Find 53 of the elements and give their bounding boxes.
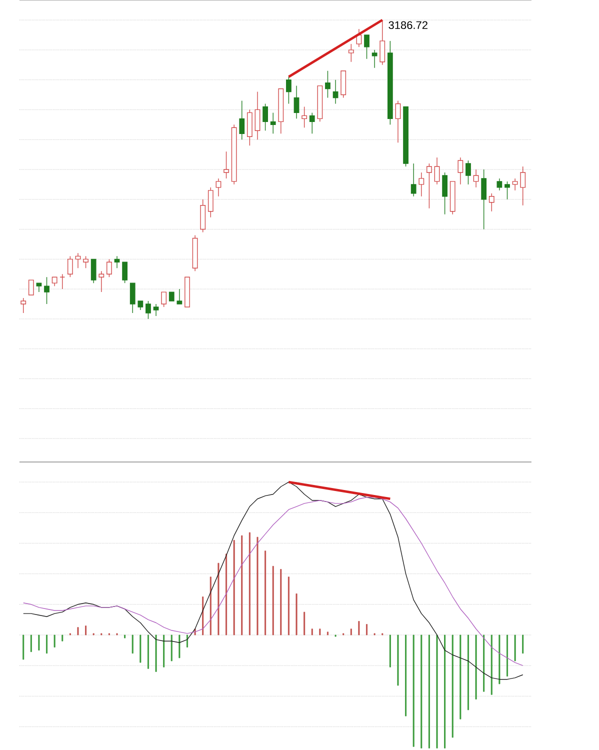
candlestick [410,163,416,197]
candlestick [145,300,151,320]
candlestick [122,262,128,284]
candlestick [434,157,440,185]
candlestick [160,292,166,308]
candlestick [488,193,494,212]
candlestick [340,70,346,98]
candlestick [364,34,370,60]
candlestick [442,172,448,215]
candlestick [59,274,65,290]
annotation: 3186.72 [388,21,428,30]
candlestick [67,256,73,278]
candlestick [20,298,26,314]
candlestick [426,163,432,209]
candlestick [286,76,292,104]
candlestick [153,304,159,316]
candlestick [130,282,136,314]
candlestick [379,20,385,66]
candlestick [418,172,424,197]
candlestick [208,187,214,218]
candlestick [114,256,120,268]
candlestick [106,258,112,278]
candlestick [512,178,518,191]
candlestick [75,252,80,268]
candlestick [496,178,502,191]
candlestick [480,169,486,230]
candlestick [324,70,330,98]
candlestick [28,280,34,296]
candlestick [395,100,400,143]
candlestick [301,106,307,128]
candlestick [254,91,260,140]
candlestick [504,181,510,200]
candlestick [98,270,104,292]
candlestick [246,109,252,146]
candlestick [372,50,378,68]
candlestick [520,166,526,206]
candlestick [176,288,182,304]
candlestick [332,79,338,104]
candlestick [473,169,479,188]
candlestick [348,44,354,62]
candlestick [90,258,96,284]
candlestick [458,157,463,185]
candlestick [223,151,229,179]
candlestick [238,100,244,140]
candlestick [465,160,471,185]
candlestick [270,112,276,134]
candlestick [200,199,206,233]
candlestick [262,103,268,131]
candlestick [309,112,315,134]
candlestick [44,276,50,304]
candlestick [294,85,299,120]
candlestick [216,178,221,197]
candlestick [82,256,88,268]
